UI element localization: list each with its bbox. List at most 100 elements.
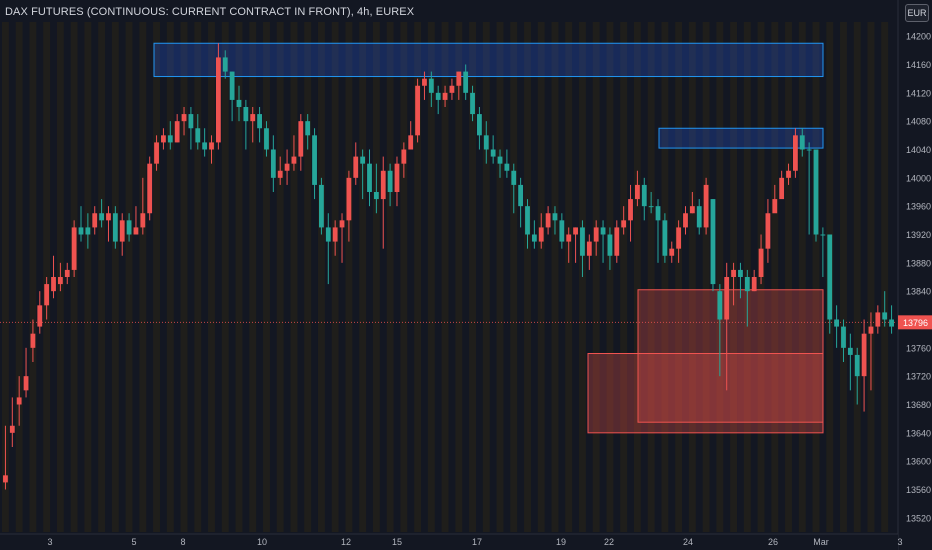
- candle-body[interactable]: [470, 92, 475, 115]
- candle-body[interactable]: [765, 213, 771, 249]
- candle-body[interactable]: [703, 184, 709, 228]
- candle-body[interactable]: [600, 227, 606, 235]
- candle-body[interactable]: [607, 234, 613, 256]
- candle-body[interactable]: [277, 170, 283, 178]
- candle-body[interactable]: [683, 213, 688, 228]
- candle-body[interactable]: [188, 114, 194, 129]
- candle-body[interactable]: [655, 206, 661, 221]
- candle-body[interactable]: [147, 163, 153, 214]
- candle-body[interactable]: [710, 199, 716, 285]
- candle-body[interactable]: [353, 156, 359, 178]
- candle-body[interactable]: [758, 248, 764, 277]
- candle-body[interactable]: [456, 71, 462, 86]
- candle-body[interactable]: [827, 234, 833, 320]
- candle-body[interactable]: [669, 248, 675, 256]
- candle-body[interactable]: [889, 319, 894, 327]
- candle-body[interactable]: [847, 347, 853, 355]
- candle-body[interactable]: [531, 234, 537, 242]
- candle-body[interactable]: [511, 170, 517, 185]
- time-axis[interactable]: [0, 534, 898, 550]
- candle-body[interactable]: [841, 326, 846, 348]
- candle-body[interactable]: [284, 163, 290, 171]
- candle-body[interactable]: [9, 425, 15, 433]
- currency-button[interactable]: EUR: [905, 4, 929, 22]
- candle-body[interactable]: [236, 99, 242, 107]
- candle-body[interactable]: [621, 220, 627, 228]
- candle-body[interactable]: [428, 78, 434, 93]
- candle-body[interactable]: [319, 184, 324, 228]
- candle-body[interactable]: [772, 199, 778, 214]
- candle-body[interactable]: [738, 269, 743, 277]
- candle-body[interactable]: [882, 312, 888, 320]
- candle-body[interactable]: [442, 92, 448, 100]
- candle-body[interactable]: [181, 114, 187, 122]
- candle-body[interactable]: [360, 156, 366, 164]
- candle-body[interactable]: [367, 163, 372, 192]
- candle-body[interactable]: [215, 57, 221, 143]
- candle-body[interactable]: [662, 220, 668, 256]
- candle-body[interactable]: [23, 376, 29, 391]
- candle-body[interactable]: [408, 135, 414, 150]
- candle-body[interactable]: [325, 227, 331, 242]
- candle-body[interactable]: [174, 121, 180, 143]
- candle-body[interactable]: [525, 206, 530, 235]
- candle-body[interactable]: [30, 333, 36, 348]
- resistance-zone[interactable]: [658, 127, 824, 149]
- candle-body[interactable]: [202, 142, 208, 150]
- price-axis[interactable]: [898, 0, 932, 550]
- candle-body[interactable]: [573, 227, 578, 235]
- candle-body[interactable]: [806, 149, 812, 151]
- candle-body[interactable]: [518, 184, 524, 207]
- candle-body[interactable]: [209, 142, 214, 150]
- candle-body[interactable]: [44, 284, 50, 306]
- candle-body[interactable]: [401, 149, 407, 164]
- candle-body[interactable]: [696, 206, 702, 228]
- candle-body[interactable]: [875, 312, 881, 327]
- candle-body[interactable]: [744, 277, 750, 292]
- candle-body[interactable]: [332, 227, 338, 242]
- candle-body[interactable]: [483, 135, 489, 150]
- candle-body[interactable]: [106, 213, 111, 221]
- candle-body[interactable]: [257, 114, 263, 129]
- candle-body[interactable]: [250, 114, 256, 122]
- candle-body[interactable]: [387, 170, 393, 192]
- support-zone[interactable]: [637, 289, 824, 423]
- candle-body[interactable]: [195, 128, 201, 143]
- candle-body[interactable]: [868, 326, 874, 334]
- candle-body[interactable]: [676, 227, 682, 249]
- candle-body[interactable]: [834, 319, 840, 327]
- candle-body[interactable]: [559, 220, 565, 242]
- candle-body[interactable]: [641, 184, 647, 207]
- resistance-zone[interactable]: [153, 42, 824, 78]
- candle-body[interactable]: [64, 269, 70, 277]
- candle-body[interactable]: [449, 85, 455, 93]
- candle-body[interactable]: [538, 227, 544, 242]
- candle-body[interactable]: [126, 220, 132, 235]
- candle-body[interactable]: [154, 142, 159, 164]
- candle-body[interactable]: [346, 177, 352, 221]
- candle-body[interactable]: [813, 149, 819, 235]
- candle-body[interactable]: [580, 227, 585, 256]
- candle-body[interactable]: [380, 170, 386, 200]
- candle-body[interactable]: [16, 397, 22, 405]
- candle-body[interactable]: [786, 170, 791, 178]
- candle-body[interactable]: [497, 156, 503, 164]
- candle-body[interactable]: [92, 213, 98, 228]
- candle-body[interactable]: [243, 107, 249, 122]
- candle-body[interactable]: [57, 277, 63, 285]
- candle-body[interactable]: [270, 149, 276, 178]
- candle-body[interactable]: [51, 277, 56, 292]
- candle-body[interactable]: [504, 163, 510, 171]
- candle-body[interactable]: [167, 135, 173, 143]
- candle-body[interactable]: [463, 71, 469, 93]
- candle-body[interactable]: [78, 227, 84, 235]
- candle-body[interactable]: [339, 220, 345, 228]
- candle-body[interactable]: [264, 128, 269, 150]
- candle-body[interactable]: [792, 135, 798, 171]
- candle-body[interactable]: [477, 114, 482, 136]
- candle-body[interactable]: [222, 57, 228, 72]
- candle-body[interactable]: [85, 227, 91, 235]
- candle-body[interactable]: [133, 227, 139, 235]
- candle-body[interactable]: [861, 333, 867, 377]
